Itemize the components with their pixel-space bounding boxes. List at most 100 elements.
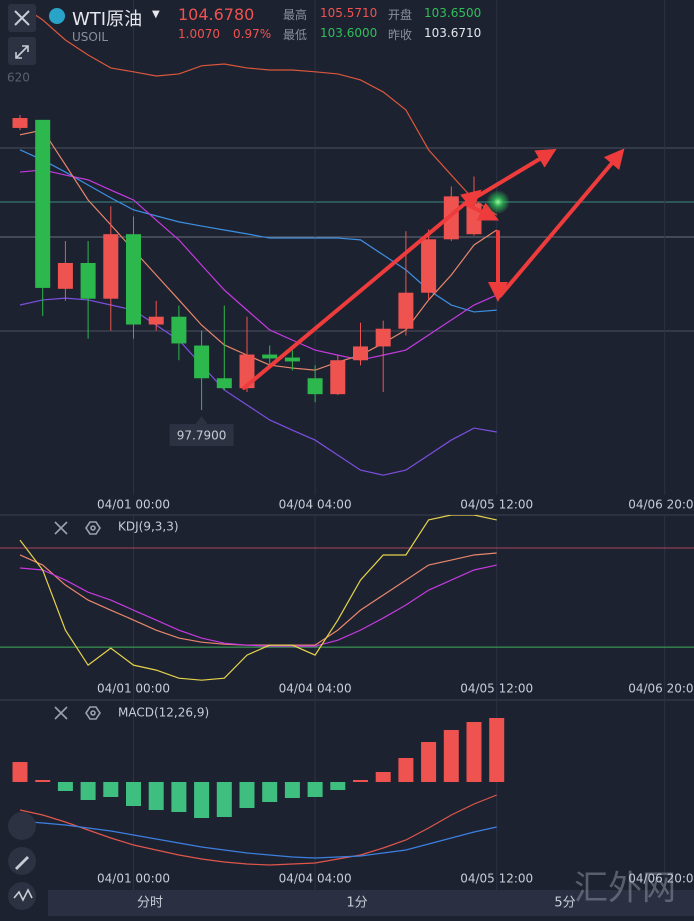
watermark: 汇外网 [574, 869, 676, 909]
candle-body [103, 234, 119, 299]
kdj-panel [0, 515, 694, 700]
settings-icon [90, 525, 96, 531]
macd-bar [171, 782, 187, 812]
indicator-line [19, 129, 498, 371]
chart-type-button[interactable] [8, 882, 36, 910]
candle-body [239, 354, 255, 389]
indicator-title: MACD(12,26,9) [118, 706, 209, 720]
stat-value: 103.6710 [424, 26, 482, 40]
macd-bar [103, 782, 119, 797]
x-tick-label: 04/06 20:00 [628, 872, 694, 886]
macd-bar [216, 782, 232, 817]
tab[interactable]: 1分 [346, 896, 367, 911]
macd-bar [57, 782, 73, 791]
arrow [498, 148, 625, 298]
drawn-arrows [242, 148, 625, 390]
candle-body [126, 234, 141, 325]
indicator-line [19, 169, 497, 361]
candle-body [330, 360, 346, 395]
candle-body [35, 119, 51, 288]
macd-bar [194, 782, 210, 818]
stat-label: 开盘 [388, 8, 413, 22]
symbol[interactable]: WTI原油 [72, 9, 143, 30]
left-toolbar: 620 [7, 4, 36, 910]
x-tick-label: 04/04 04:00 [279, 498, 352, 512]
close-indicator[interactable] [54, 521, 68, 535]
stat-value: 103.6500 [424, 6, 482, 20]
candle-body [262, 354, 278, 359]
change-pct: 0.97% [233, 27, 272, 41]
macd-bar [421, 742, 437, 782]
settings-icon[interactable] [85, 706, 101, 720]
tab[interactable]: 5分 [554, 896, 575, 911]
macd-bar [262, 782, 278, 802]
candle-body [307, 378, 323, 395]
main-panel: 97.7900 [12, 0, 666, 495]
annotation-box [169, 424, 234, 447]
x-tick-label: 04/04 04:00 [279, 682, 352, 696]
current-price-dot [486, 190, 510, 214]
macd-bar [489, 718, 505, 782]
symbol-icon [49, 8, 65, 24]
macd-bar [466, 722, 482, 782]
collapse-icon [15, 45, 29, 59]
candle-body [57, 262, 73, 289]
candle-body [194, 345, 210, 379]
indicator-line [19, 515, 497, 681]
x-tick-label: 04/05 12:00 [460, 498, 533, 512]
price: 104.6780 [178, 5, 255, 24]
symbol-code: USOIL [72, 30, 109, 44]
x-tick-label: 04/05 12:00 [460, 682, 533, 696]
close-indicator[interactable] [54, 706, 68, 720]
macd-bar [353, 780, 368, 782]
dropdown-caret[interactable]: ▼ [152, 9, 160, 20]
macd-bar [80, 782, 96, 800]
x-tick-label: 04/05 12:00 [460, 872, 533, 886]
macd-bar [239, 782, 255, 808]
settings-icon[interactable] [85, 521, 101, 535]
candle-body [421, 239, 437, 293]
pen-icon [15, 856, 29, 870]
macd-bar [12, 762, 28, 782]
macd-bar [126, 782, 141, 806]
arrow [464, 202, 499, 221]
indicator-line [19, 149, 497, 313]
macd-bar [398, 758, 414, 782]
settings-icon [90, 710, 96, 716]
macd-bar [443, 730, 459, 782]
candle-body [353, 346, 368, 361]
arrow [242, 189, 482, 390]
indicator-line [19, 564, 497, 647]
macd-bar [148, 782, 164, 810]
x-tick-label: 04/06 20:00 [628, 682, 694, 696]
tab-bar [48, 890, 694, 916]
line-icon [13, 888, 33, 902]
stat-value: 103.6000 [320, 26, 378, 40]
macd-bar [330, 782, 346, 790]
candle-body [12, 118, 28, 128]
annotation-label: 97.7900 [177, 429, 227, 443]
stat-label: 最高 [283, 8, 308, 22]
macd-bar [35, 780, 51, 782]
candle-body [443, 196, 459, 240]
panel-headers [54, 521, 101, 720]
indicator-line [19, 297, 497, 476]
tab[interactable]: 分时 [137, 896, 163, 911]
stat-label: 最低 [283, 28, 308, 42]
macd-bar [284, 782, 300, 798]
candle-body [284, 357, 300, 362]
stat-value: 105.5710 [320, 6, 378, 20]
annotation-pointer [195, 416, 208, 425]
x-tick-label: 04/01 00:00 [97, 872, 170, 886]
indicator-line [19, 4, 498, 216]
indicator-button[interactable] [8, 812, 36, 840]
x-tick-label: 04/01 00:00 [97, 498, 170, 512]
change: 1.0070 [178, 27, 220, 41]
x-tick-label: 04/06 20:00 [628, 498, 694, 512]
indicator-title: KDJ(9,3,3) [118, 520, 179, 534]
candle-body [398, 292, 414, 329]
candle-body [148, 316, 164, 325]
candle-body [375, 328, 391, 347]
candle-body [80, 262, 96, 299]
